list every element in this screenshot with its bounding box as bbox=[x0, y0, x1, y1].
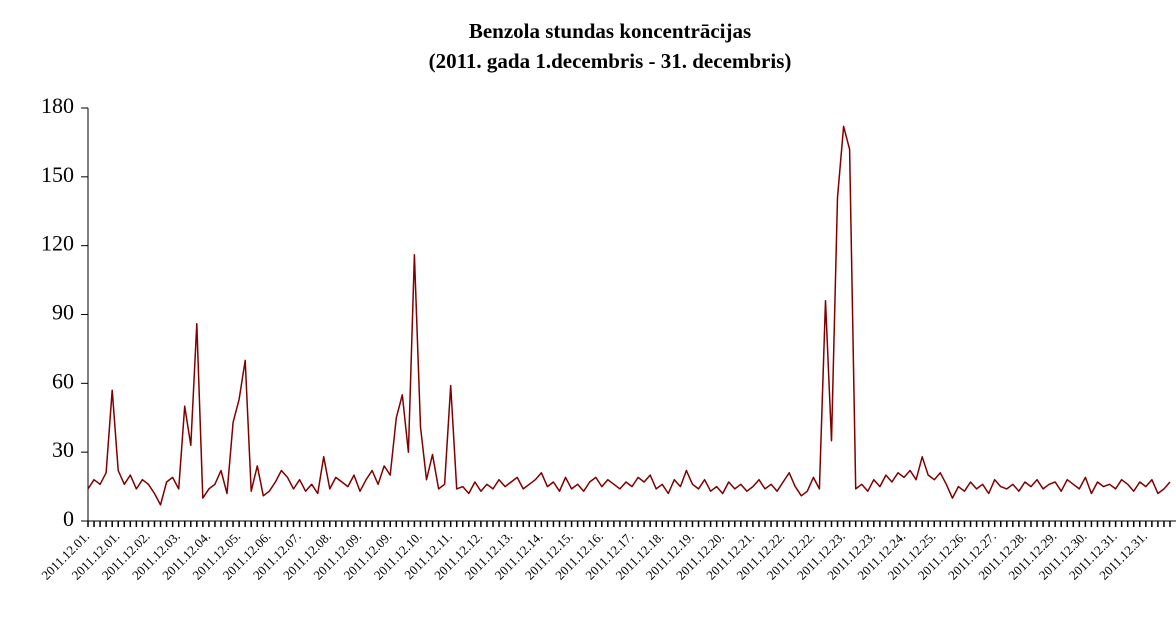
y-tick-label: 150 bbox=[41, 162, 74, 187]
chart-title: Benzola stundas koncentrācijas bbox=[469, 19, 751, 43]
y-tick-label: 180 bbox=[41, 93, 74, 118]
chart-subtitle: (2011. gada 1.decembris - 31. decembris) bbox=[429, 49, 792, 73]
y-tick-label: 60 bbox=[52, 368, 74, 393]
y-tick-label: 90 bbox=[52, 300, 74, 325]
data-line bbox=[87, 125, 1171, 506]
y-tick-label: 120 bbox=[41, 231, 74, 256]
y-tick-label: 0 bbox=[63, 506, 74, 531]
y-tick-label: 30 bbox=[52, 437, 74, 462]
